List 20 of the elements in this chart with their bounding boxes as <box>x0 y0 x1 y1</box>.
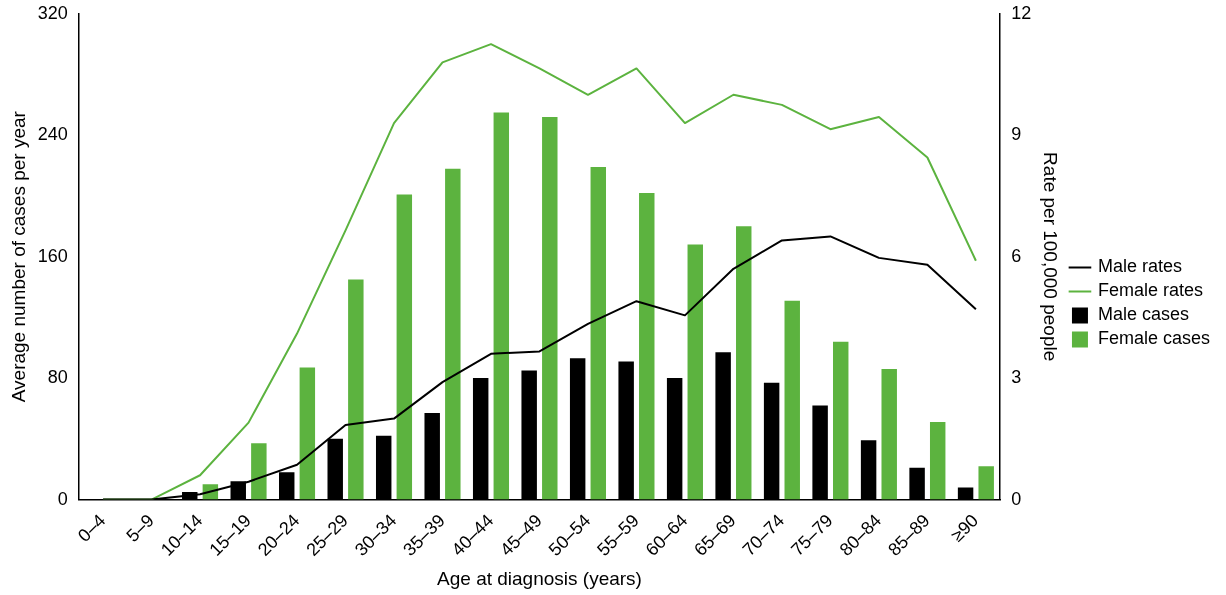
y2-tick-label: 6 <box>1011 245 1022 266</box>
y2-tick-label: 9 <box>1011 124 1022 145</box>
y-tick-label: 0 <box>57 488 68 509</box>
legend-label: Male rates <box>1097 256 1182 277</box>
y-tick-label: 240 <box>37 124 68 145</box>
y2-tick-label: 3 <box>1011 367 1022 388</box>
y2-axis-title: Rate per 100,000 people <box>1040 152 1062 362</box>
legend-label: Male cases <box>1097 304 1189 325</box>
y2-tick-label: 0 <box>1011 488 1022 509</box>
legend-label: Female rates <box>1097 280 1203 301</box>
y2-tick-label: 12 <box>1011 2 1032 23</box>
y-tick-label: 160 <box>37 245 68 266</box>
x-tick-label: 5–9 <box>122 510 158 546</box>
x-tick-label: 0–4 <box>74 510 110 546</box>
x-tick-label: ≥90 <box>946 510 983 546</box>
y-axis-title: Average number of cases per year <box>7 110 29 403</box>
x-axis-title: Age at diagnosis (years) <box>437 567 642 589</box>
legend-label: Female cases <box>1097 328 1210 349</box>
y-tick-label: 320 <box>37 2 68 23</box>
y-tick-label: 80 <box>47 367 68 388</box>
